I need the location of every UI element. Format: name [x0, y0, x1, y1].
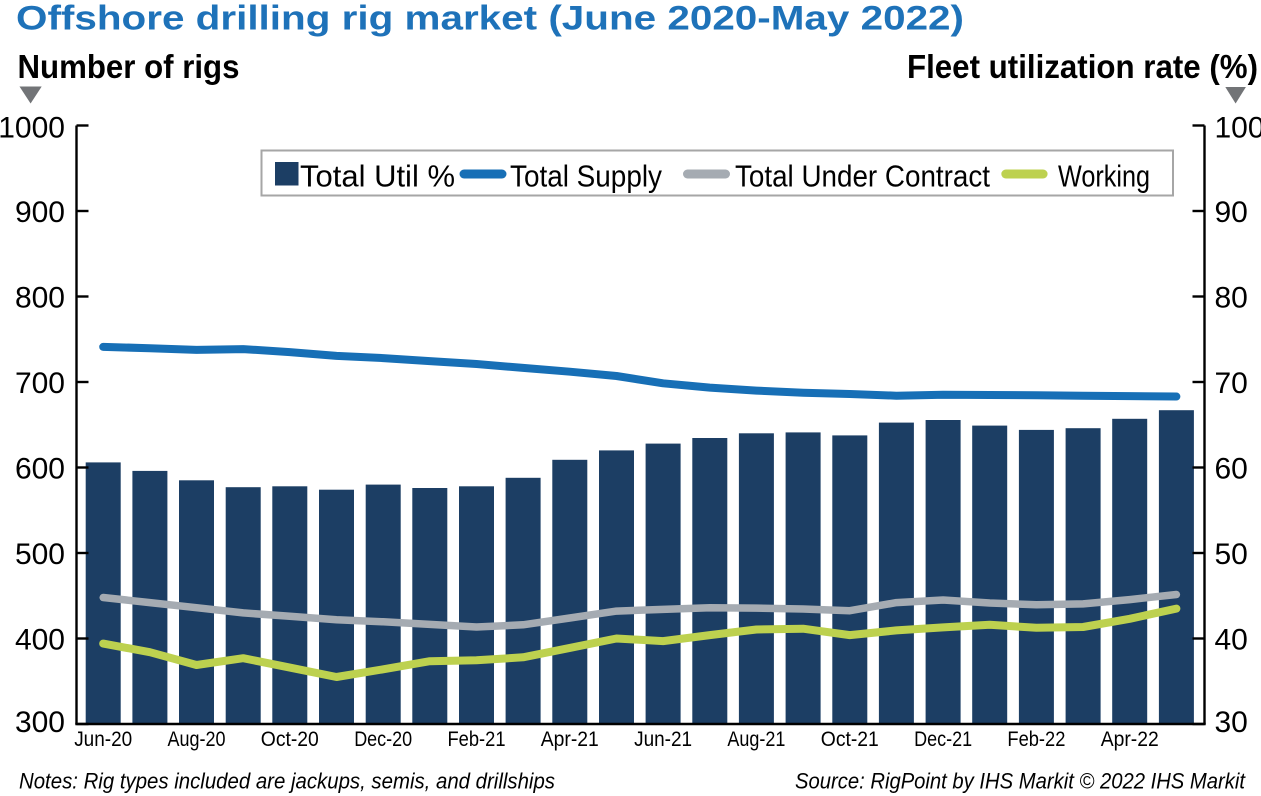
svg-text:100: 100	[1215, 112, 1261, 145]
svg-text:Dec-20: Dec-20	[354, 728, 412, 751]
svg-text:Source: RigPoint by IHS Markit: Source: RigPoint by IHS Markit © 2022 IH…	[795, 769, 1246, 794]
svg-text:Apr-22: Apr-22	[1101, 728, 1159, 751]
svg-text:Feb-21: Feb-21	[448, 728, 506, 751]
svg-text:1000: 1000	[0, 112, 65, 145]
svg-text:Total Util %: Total Util %	[300, 159, 455, 194]
svg-text:300: 300	[15, 706, 65, 739]
svg-text:Total Supply: Total Supply	[510, 159, 662, 194]
svg-text:400: 400	[15, 624, 65, 657]
svg-text:900: 900	[15, 196, 65, 229]
svg-text:60: 60	[1215, 453, 1248, 486]
svg-text:800: 800	[15, 282, 65, 315]
svg-text:70: 70	[1215, 367, 1248, 400]
svg-text:Apr-21: Apr-21	[541, 728, 599, 751]
svg-text:Number of rigs: Number of rigs	[18, 48, 240, 85]
svg-text:Total Under Contract: Total Under Contract	[735, 159, 990, 194]
svg-text:Working: Working	[1058, 159, 1150, 194]
svg-text:30: 30	[1215, 706, 1248, 739]
svg-text:80: 80	[1215, 282, 1248, 315]
svg-text:Oct-20: Oct-20	[261, 728, 319, 751]
svg-text:Jun-20: Jun-20	[74, 728, 132, 751]
svg-text:40: 40	[1215, 624, 1248, 657]
svg-text:Fleet utilization rate (%): Fleet utilization rate (%)	[907, 48, 1258, 85]
svg-text:Jun-21: Jun-21	[634, 728, 692, 751]
svg-text:700: 700	[15, 367, 65, 400]
svg-text:Dec-21: Dec-21	[914, 728, 972, 751]
svg-text:Aug-21: Aug-21	[727, 728, 785, 751]
svg-text:600: 600	[15, 453, 65, 486]
svg-text:Feb-22: Feb-22	[1007, 728, 1065, 751]
svg-text:500: 500	[15, 538, 65, 571]
svg-text:90: 90	[1215, 196, 1248, 229]
svg-text:Oct-21: Oct-21	[821, 728, 879, 751]
svg-text:50: 50	[1215, 538, 1248, 571]
svg-text:Aug-20: Aug-20	[168, 728, 226, 751]
svg-text:Offshore drilling rig market (: Offshore drilling rig market (June 2020-…	[16, 0, 964, 38]
svg-text:Notes: Rig types included are: Notes: Rig types included are jackups, s…	[19, 769, 555, 794]
